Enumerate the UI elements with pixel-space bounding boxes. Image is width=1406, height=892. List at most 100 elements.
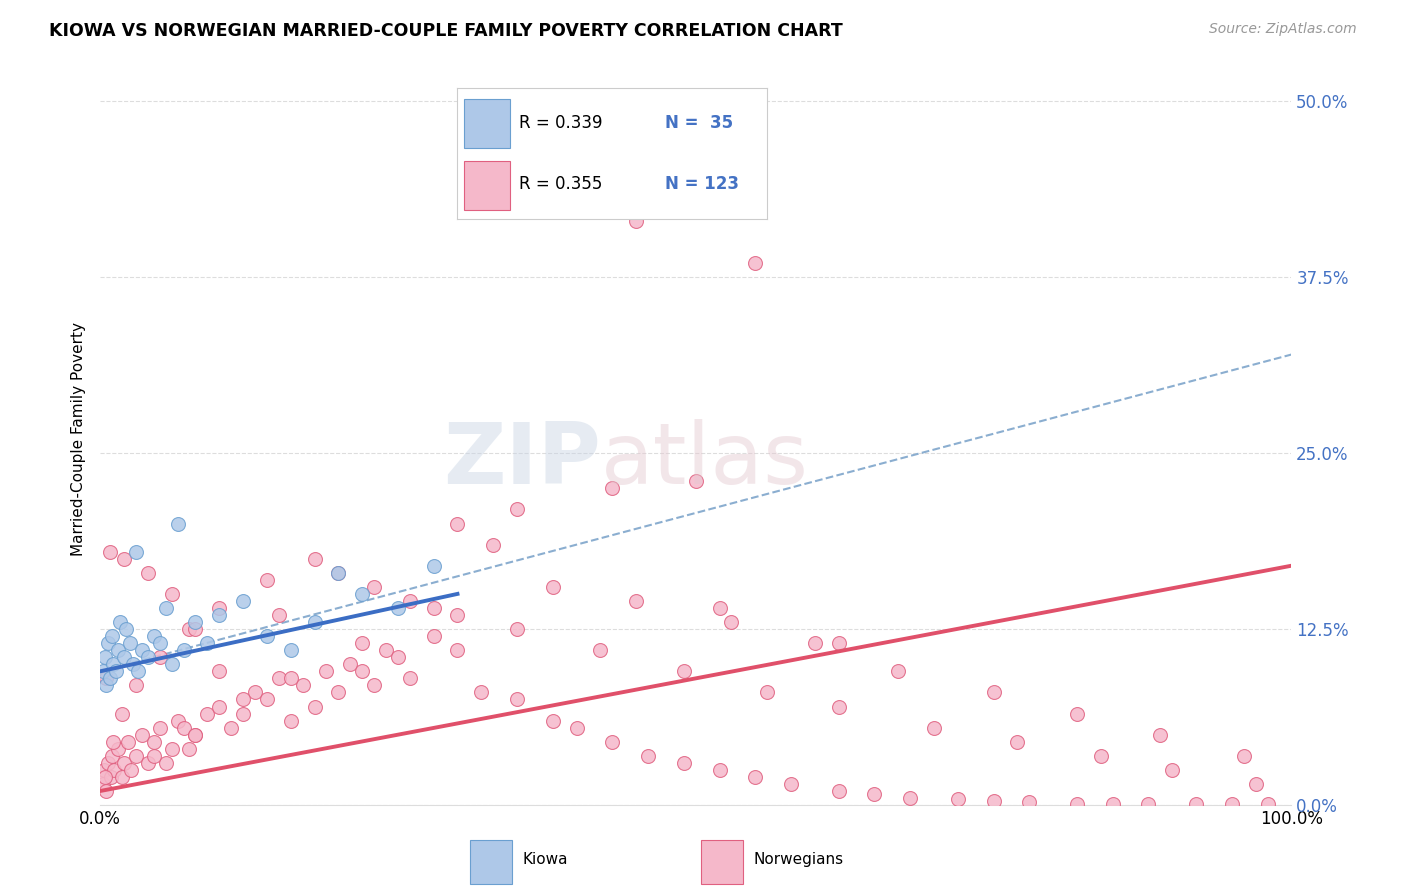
Point (363, 580, 385, 594)
Point (446, 516, 468, 531)
Point (352, 665, 374, 679)
Point (173, 643, 195, 657)
Point (155, 601, 177, 615)
Point (922, 721, 945, 735)
Point (398, 672, 420, 686)
Point (315, 665, 337, 679)
Point (195, 706, 218, 721)
Point (149, 650, 172, 665)
Point (136, 650, 159, 665)
Point (375, 643, 398, 657)
Point (160, 587, 183, 601)
Point (112, 650, 135, 665)
Point (744, 770, 766, 784)
Point (565, 108, 588, 122)
Point (94, 672, 117, 686)
Point (243, 685, 266, 699)
Point (97, 636, 120, 650)
Point (1066, 706, 1088, 721)
Text: atlas: atlas (600, 419, 808, 502)
Point (110, 615, 132, 629)
Point (142, 748, 165, 763)
Point (422, 558, 444, 573)
Point (1244, 777, 1267, 791)
Point (112, 551, 135, 566)
Point (756, 685, 779, 699)
Point (887, 665, 910, 679)
Point (280, 643, 302, 657)
Point (110, 706, 132, 721)
Point (637, 748, 659, 763)
Point (267, 607, 290, 622)
Point (93, 763, 115, 777)
Point (155, 756, 177, 770)
Point (179, 741, 201, 756)
Point (827, 636, 849, 650)
Point (422, 601, 444, 615)
Point (101, 748, 124, 763)
Point (160, 741, 183, 756)
Point (94, 678, 117, 692)
Point (339, 657, 361, 672)
Point (94, 784, 117, 798)
Point (136, 566, 159, 580)
Point (94, 650, 117, 665)
Point (173, 721, 195, 735)
Point (470, 685, 492, 699)
Point (291, 678, 314, 692)
Point (256, 692, 278, 706)
Y-axis label: Married-Couple Family Poverty: Married-Couple Family Poverty (72, 322, 86, 556)
Point (160, 657, 183, 672)
Point (149, 721, 172, 735)
Point (387, 601, 409, 615)
Point (863, 787, 886, 801)
Point (565, 721, 588, 735)
Point (589, 643, 612, 657)
Point (94, 770, 117, 784)
Point (98, 544, 121, 558)
Point (482, 538, 505, 552)
Point (149, 636, 172, 650)
Point (232, 706, 254, 721)
Point (446, 607, 468, 622)
Point (267, 672, 290, 686)
Point (328, 566, 350, 580)
Point (1185, 797, 1208, 811)
Point (179, 622, 201, 636)
Point (720, 615, 742, 629)
Point (304, 699, 326, 714)
Point (328, 566, 350, 580)
Point (110, 770, 132, 784)
Point (541, 580, 564, 594)
Point (506, 692, 529, 706)
Point (208, 665, 231, 679)
Point (328, 685, 350, 699)
Point (1007, 735, 1029, 749)
Point (602, 735, 624, 749)
Point (103, 763, 125, 777)
Point (101, 629, 124, 643)
Point (91, 665, 114, 679)
Point (398, 594, 420, 608)
Point (98, 672, 121, 686)
Point (446, 643, 468, 657)
Point (127, 665, 149, 679)
Text: ZIP: ZIP (443, 419, 600, 502)
Point (672, 665, 695, 679)
Point (131, 643, 153, 657)
Point (107, 643, 129, 657)
Point (422, 629, 444, 643)
Point (506, 502, 529, 516)
Point (1137, 797, 1160, 811)
Point (898, 791, 921, 805)
Point (184, 728, 207, 742)
Point (685, 475, 707, 489)
Point (280, 672, 302, 686)
Point (780, 777, 803, 791)
Point (827, 699, 849, 714)
Point (624, 594, 647, 608)
Point (541, 714, 564, 728)
Point (1233, 748, 1256, 763)
Point (166, 516, 188, 531)
Point (1018, 795, 1040, 809)
